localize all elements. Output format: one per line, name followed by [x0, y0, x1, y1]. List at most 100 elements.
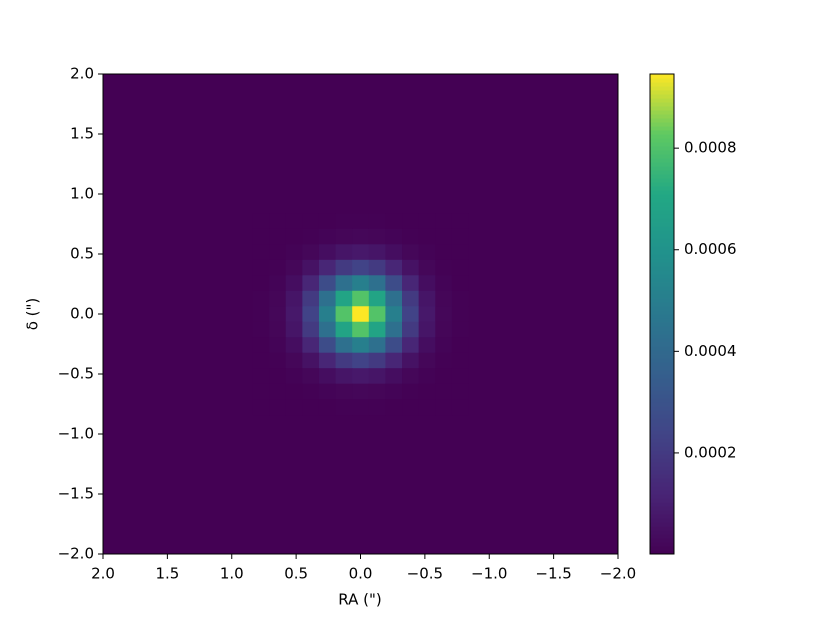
colorbar-swatch	[650, 542, 674, 547]
heatmap-cell	[285, 321, 303, 338]
heatmap-cell	[385, 399, 403, 416]
colorbar-swatch	[650, 398, 674, 403]
heatmap-cell	[302, 290, 320, 307]
colorbar-swatch	[650, 154, 674, 159]
colorbar-swatch	[650, 350, 674, 355]
x-tick-label: 1.0	[220, 565, 244, 583]
heatmap-cell	[335, 290, 353, 307]
colorbar-swatch	[650, 86, 674, 91]
colorbar-swatch	[650, 474, 674, 479]
colorbar-swatch	[650, 118, 674, 123]
heatmap-cell	[385, 321, 403, 338]
colorbar-swatch	[650, 442, 674, 447]
heatmap-cell	[335, 337, 353, 354]
heatmap-cell	[285, 399, 303, 416]
heatmap-cell	[335, 259, 353, 276]
colorbar-swatch	[650, 310, 674, 315]
heatmap-cell	[402, 228, 420, 245]
colorbar-swatch	[650, 322, 674, 327]
heatmap-cell	[385, 290, 403, 307]
heatmap-cell	[335, 213, 353, 230]
colorbar-swatch	[650, 162, 674, 167]
heatmap-cell	[352, 352, 370, 369]
x-tick-label: 1.5	[155, 565, 179, 583]
colorbar-swatch	[650, 170, 674, 175]
heatmap-cell	[402, 259, 420, 276]
colorbar-swatch	[650, 402, 674, 407]
y-tick-label: 2.0	[70, 65, 94, 83]
colorbar-swatch	[650, 126, 674, 131]
colorbar-swatch	[650, 330, 674, 335]
heatmap-cell	[385, 244, 403, 261]
heatmap-cell	[269, 306, 287, 323]
heatmap-cell	[285, 306, 303, 323]
colorbar-swatch	[650, 550, 674, 555]
colorbar-swatch	[650, 278, 674, 283]
heatmap-cell	[402, 275, 420, 292]
heatmap-cell	[385, 306, 403, 323]
heatmap-cell	[368, 259, 386, 276]
colorbar-swatch	[650, 438, 674, 443]
heatmap-cell	[318, 290, 336, 307]
colorbar-swatch	[650, 530, 674, 535]
colorbar-swatch	[650, 314, 674, 319]
heatmap-cell	[451, 337, 469, 354]
heatmap-cell	[385, 368, 403, 385]
heatmap-cell	[418, 228, 436, 245]
colorbar-swatch	[650, 490, 674, 495]
colorbar-swatch	[650, 166, 674, 171]
heatmap-cell	[352, 337, 370, 354]
colorbar-swatch	[650, 382, 674, 387]
heatmap-cell	[269, 399, 287, 416]
heatmap-cell	[335, 321, 353, 338]
heatmap-cell	[402, 399, 420, 416]
heatmap-cell	[368, 244, 386, 261]
colorbar-swatch	[650, 254, 674, 259]
colorbar-swatch	[650, 130, 674, 135]
y-tick-label: −2.0	[58, 545, 94, 563]
heatmap-cell	[418, 399, 436, 416]
heatmap-cell	[352, 213, 370, 230]
colorbar-swatch	[650, 518, 674, 523]
heatmap-cell	[285, 337, 303, 354]
heatmap-cell	[302, 368, 320, 385]
colorbar-swatch	[650, 506, 674, 511]
heatmap-cell	[385, 383, 403, 400]
colorbar-swatch	[650, 346, 674, 351]
heatmap-cell	[451, 399, 469, 416]
heatmap-cell	[285, 259, 303, 276]
heatmap-cell	[418, 352, 436, 369]
heatmap-cell	[269, 290, 287, 307]
heatmap	[252, 213, 469, 416]
heatmap-cell	[285, 383, 303, 400]
heatmap-cell	[418, 244, 436, 261]
colorbar-swatch	[650, 498, 674, 503]
heatmap-cell	[368, 290, 386, 307]
heatmap-cell	[269, 259, 287, 276]
colorbar-swatch	[650, 202, 674, 207]
colorbar-tick-label: 0.0008	[684, 139, 737, 157]
x-tick-label: 2.0	[91, 565, 115, 583]
y-axis-label: δ (")	[24, 298, 42, 331]
heatmap-cell	[435, 290, 453, 307]
colorbar-swatch	[650, 146, 674, 151]
colorbar-swatch	[650, 242, 674, 247]
heatmap-cell	[435, 306, 453, 323]
heatmap-cell	[402, 306, 420, 323]
colorbar-swatch	[650, 266, 674, 271]
heatmap-cell	[318, 383, 336, 400]
heatmap-cell	[252, 383, 270, 400]
colorbar-swatch	[650, 478, 674, 483]
colorbar-swatch	[650, 318, 674, 323]
colorbar-swatch	[650, 514, 674, 519]
heatmap-cell	[368, 321, 386, 338]
heatmap-cell	[269, 228, 287, 245]
heatmap-cell	[352, 321, 370, 338]
heatmap-cell	[451, 259, 469, 276]
heatmap-cell	[402, 352, 420, 369]
heatmap-cell	[402, 383, 420, 400]
y-tick-label: −1.0	[58, 425, 94, 443]
colorbar-swatch	[650, 538, 674, 543]
heatmap-cell	[385, 213, 403, 230]
